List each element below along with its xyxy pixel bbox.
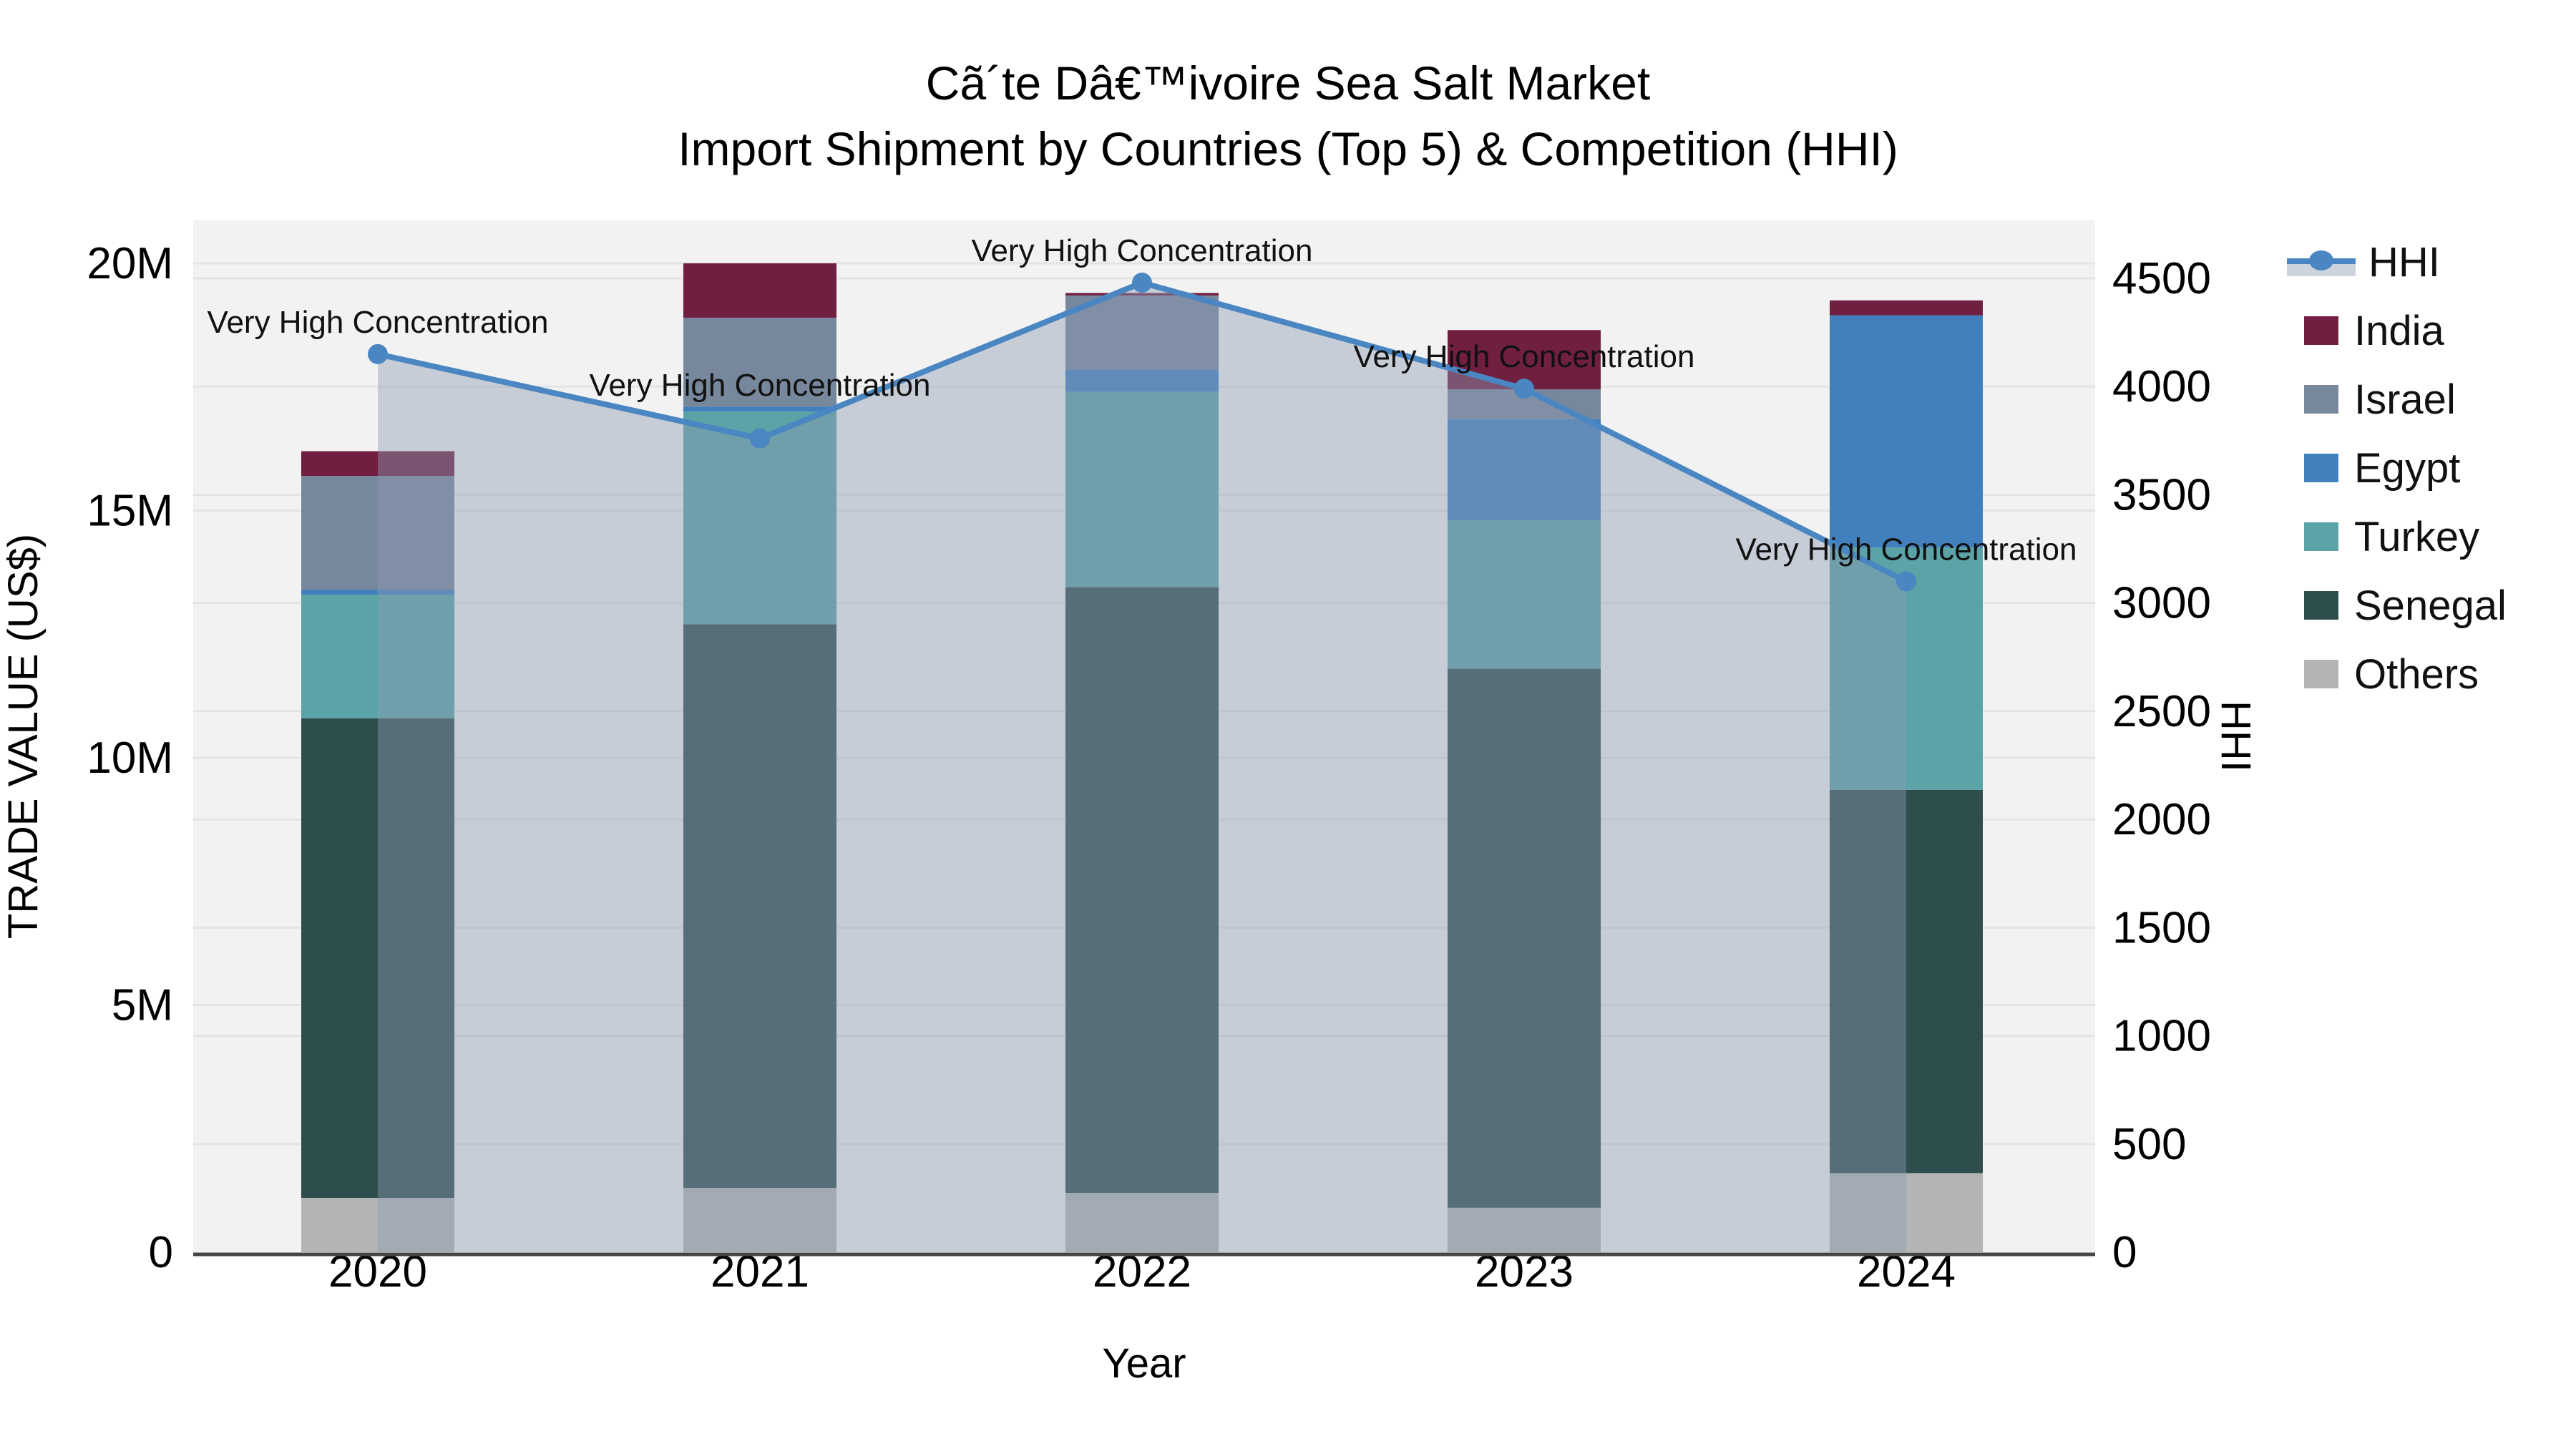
bar-segment-others-2023[interactable] <box>1448 1207 1601 1252</box>
hhi-legend-icon <box>2287 246 2356 278</box>
legend-swatch-india <box>2304 316 2338 345</box>
annotation-2023: Very High Concentration <box>1354 339 1695 374</box>
bar-segment-egypt-2023[interactable] <box>1448 419 1601 521</box>
bar-segment-turkey-2023[interactable] <box>1448 520 1601 669</box>
legend-swatch-others <box>2304 660 2338 688</box>
bar-segment-israel-2021[interactable] <box>683 318 836 407</box>
legend-label-others: Others <box>2354 650 2479 698</box>
legend-label-senegal: Senegal <box>2354 582 2507 629</box>
y-right-tick: 500 <box>2112 1120 2186 1169</box>
y-left-tick: 20M <box>87 239 173 288</box>
legend-item-others[interactable]: Others <box>2287 640 2573 708</box>
bar-segment-india-2024[interactable] <box>1830 300 1983 316</box>
y-right-tick: 2500 <box>2112 687 2211 736</box>
bar-segment-senegal-2024[interactable] <box>1830 789 1983 1174</box>
legend-label-israel: Israel <box>2354 376 2456 423</box>
bar-segment-turkey-2020[interactable] <box>301 594 454 718</box>
x-axis-title: Year <box>1102 1340 1186 1387</box>
hhi-marker-2023[interactable] <box>1514 379 1534 399</box>
bar-segment-others-2024[interactable] <box>1830 1173 1983 1252</box>
bar-segment-senegal-2020[interactable] <box>301 718 454 1198</box>
y-right-tick: 0 <box>2112 1228 2137 1277</box>
y-left-tick: 10M <box>87 733 173 783</box>
annotation-2022: Very High Concentration <box>972 233 1313 268</box>
hhi-marker-2020[interactable] <box>368 343 388 364</box>
legend-item-israel[interactable]: Israel <box>2287 365 2573 434</box>
legend-item-senegal[interactable]: Senegal <box>2287 571 2573 640</box>
legend-swatch-turkey <box>2304 522 2338 551</box>
legend-swatch-israel <box>2304 385 2338 414</box>
legend-swatch-egypt <box>2304 454 2338 482</box>
legend-label-hhi: HHI <box>2368 238 2440 286</box>
y-right-tick: 4000 <box>2112 362 2211 411</box>
legend-label-india: India <box>2354 307 2444 354</box>
y-right-tick: 1000 <box>2112 1012 2211 1061</box>
y-right-tick: 3000 <box>2112 579 2211 628</box>
bar-segment-egypt-2020[interactable] <box>301 590 454 595</box>
bar-segment-senegal-2021[interactable] <box>683 624 836 1189</box>
bar-segment-others-2022[interactable] <box>1065 1193 1219 1252</box>
bar-segment-egypt-2022[interactable] <box>1065 369 1219 392</box>
y-right-tick: 1500 <box>2112 903 2211 952</box>
bar-segment-egypt-2021[interactable] <box>683 406 836 412</box>
y-right-tick: 4500 <box>2112 254 2211 303</box>
legend-item-india[interactable]: India <box>2287 296 2573 365</box>
annotation-2024: Very High Concentration <box>1736 532 2077 567</box>
bar-segment-senegal-2022[interactable] <box>1065 587 1219 1194</box>
bar-segment-others-2020[interactable] <box>301 1197 454 1252</box>
y-left-tick: 0 <box>149 1228 173 1277</box>
hhi-marker-2021[interactable] <box>750 428 770 449</box>
y-right-axis-title: HHI <box>2212 701 2259 772</box>
bar-segment-india-2021[interactable] <box>683 263 836 318</box>
legend-item-turkey[interactable]: Turkey <box>2287 502 2573 571</box>
y-left-tick: 5M <box>112 981 173 1030</box>
bar-segment-israel-2020[interactable] <box>301 476 454 590</box>
chart-title-line1: Cã´te Dâ€™ivoire Sea Salt Market <box>925 57 1651 109</box>
legend-swatch-senegal <box>2304 591 2338 620</box>
y-left-axis-title: TRADE VALUE (US$) <box>0 534 47 939</box>
bar-segment-india-2022[interactable] <box>1065 293 1219 296</box>
bar-segment-others-2021[interactable] <box>683 1188 836 1252</box>
bar-segment-india-2020[interactable] <box>301 451 454 477</box>
hhi-marker-2024[interactable] <box>1896 571 1916 592</box>
annotation-2021: Very High Concentration <box>590 368 931 403</box>
bar-segment-turkey-2022[interactable] <box>1065 391 1219 587</box>
legend-label-turkey: Turkey <box>2354 513 2480 560</box>
bar-segment-israel-2022[interactable] <box>1065 295 1219 370</box>
legend-label-egypt: Egypt <box>2354 444 2461 492</box>
chart-title: Cã´te Dâ€™ivoire Sea Salt Market Import … <box>0 50 2576 182</box>
legend-item-egypt[interactable]: Egypt <box>2287 434 2573 502</box>
bar-segment-egypt-2024[interactable] <box>1830 315 1983 548</box>
annotation-2020: Very High Concentration <box>208 305 549 340</box>
y-right-tick: 2000 <box>2112 795 2211 844</box>
bar-segment-senegal-2023[interactable] <box>1448 668 1601 1208</box>
legend-item-hhi[interactable]: HHI <box>2287 228 2573 296</box>
hhi-marker-2022[interactable] <box>1132 273 1152 293</box>
y-left-tick: 15M <box>87 487 173 536</box>
legend: HHI India Israel Egypt Turkey Senegal Others <box>2287 228 2573 708</box>
y-right-tick: 3500 <box>2112 470 2211 519</box>
hhi-area-fill <box>378 283 1906 1253</box>
chart-title-line2: Import Shipment by Countries (Top 5) & C… <box>678 122 1898 175</box>
